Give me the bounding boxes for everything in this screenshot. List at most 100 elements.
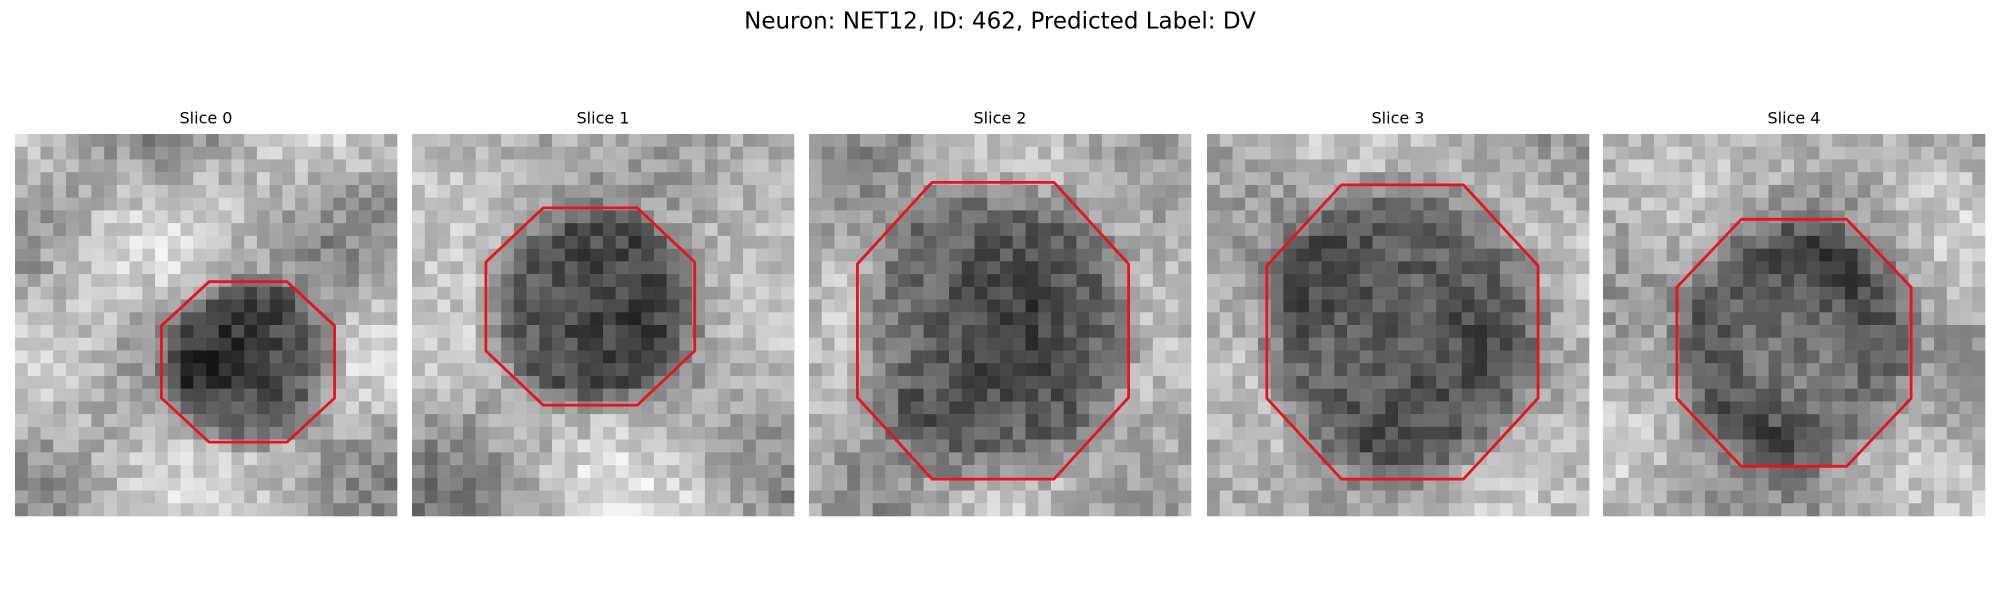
- pixel: [1140, 325, 1154, 339]
- pixel: [180, 465, 194, 479]
- pixel: [1603, 223, 1617, 237]
- pixel: [603, 375, 617, 389]
- pixel: [1140, 286, 1154, 300]
- pixel: [704, 350, 718, 364]
- pixel: [974, 286, 988, 300]
- pixel: [949, 452, 963, 466]
- pixel: [679, 134, 693, 148]
- pixel: [1232, 286, 1246, 300]
- pixel: [717, 172, 731, 186]
- pixel: [91, 375, 105, 389]
- pixel: [282, 490, 296, 504]
- pixel: [1576, 401, 1590, 415]
- pixel: [1563, 452, 1577, 466]
- pixel: [1000, 401, 1014, 415]
- pixel: [910, 477, 924, 491]
- pixel: [743, 235, 757, 249]
- pixel: [1487, 465, 1501, 479]
- pixel: [116, 197, 130, 211]
- pixel: [155, 172, 169, 186]
- pixel: [53, 299, 67, 313]
- pixel: [384, 414, 398, 428]
- pixel: [1232, 223, 1246, 237]
- pixel: [704, 146, 718, 160]
- pixel: [1538, 197, 1552, 211]
- pixel: [717, 235, 731, 249]
- pixel: [628, 184, 642, 198]
- pixel: [1832, 210, 1846, 224]
- pixel: [1487, 490, 1501, 504]
- pixel: [40, 503, 54, 517]
- pixel: [834, 337, 848, 351]
- pixel: [628, 134, 642, 148]
- pixel: [1283, 210, 1297, 224]
- pixel: [1436, 312, 1450, 326]
- pixel: [641, 439, 655, 453]
- pixel: [1576, 477, 1590, 491]
- pixel: [577, 388, 591, 402]
- pixel: [641, 184, 655, 198]
- pixel: [1563, 490, 1577, 504]
- pixel: [1512, 286, 1526, 300]
- pixel: [859, 490, 873, 504]
- pixel: [1283, 503, 1297, 517]
- slice-image: [1207, 134, 1590, 517]
- pixel: [1410, 350, 1424, 364]
- pixel: [1653, 350, 1667, 364]
- pixel: [1436, 286, 1450, 300]
- pixel: [1550, 363, 1564, 377]
- pixel: [1114, 223, 1128, 237]
- pixel: [1487, 325, 1501, 339]
- pixel: [167, 477, 181, 491]
- panel-title: Slice 1: [577, 109, 630, 128]
- pixel: [269, 490, 283, 504]
- pixel: [1857, 172, 1871, 186]
- pixel: [78, 286, 92, 300]
- pixel: [1012, 325, 1026, 339]
- pixel: [1717, 134, 1731, 148]
- pixel: [437, 439, 451, 453]
- pixel: [653, 299, 667, 313]
- pixel: [1921, 401, 1935, 415]
- pixel: [974, 210, 988, 224]
- pixel: [1641, 452, 1655, 466]
- pixel: [269, 159, 283, 173]
- pixel: [1576, 274, 1590, 288]
- pixel: [1461, 223, 1475, 237]
- pixel: [1127, 325, 1141, 339]
- pixel: [1972, 299, 1986, 313]
- pixel: [1794, 248, 1808, 262]
- pixel: [949, 363, 963, 377]
- pixel: [1076, 134, 1090, 148]
- pixel: [910, 299, 924, 313]
- pixel: [358, 452, 372, 466]
- pixel: [1844, 248, 1858, 262]
- pixel: [730, 363, 744, 377]
- pixel: [384, 261, 398, 275]
- pixel: [834, 172, 848, 186]
- pixel: [1704, 134, 1718, 148]
- pixel: [1101, 134, 1115, 148]
- pixel: [1806, 465, 1820, 479]
- pixel: [666, 477, 680, 491]
- pixel: [1012, 223, 1026, 237]
- pixel: [104, 159, 118, 173]
- pixel: [1794, 286, 1808, 300]
- pixel: [1641, 312, 1655, 326]
- pixel: [450, 388, 464, 402]
- pixel: [987, 503, 1001, 517]
- pixel: [1050, 477, 1064, 491]
- pixel: [282, 401, 296, 415]
- pixel: [1321, 235, 1335, 249]
- pixel: [1781, 363, 1795, 377]
- pixel: [1127, 337, 1141, 351]
- pixel: [1653, 223, 1667, 237]
- pixel: [552, 388, 566, 402]
- pixel: [1844, 299, 1858, 313]
- pixel: [193, 325, 207, 339]
- pixel: [501, 146, 515, 160]
- pixel: [755, 452, 769, 466]
- pixel: [847, 235, 861, 249]
- pixel: [872, 172, 886, 186]
- pixel: [834, 426, 848, 440]
